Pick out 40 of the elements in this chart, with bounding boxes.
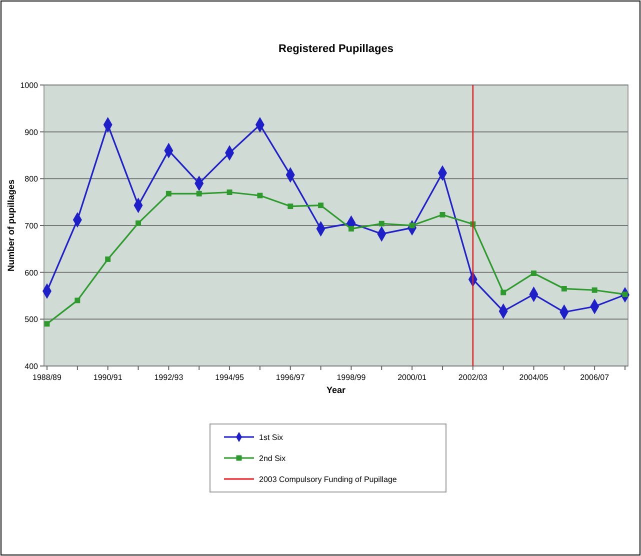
point bbox=[348, 226, 354, 232]
x-tick-label: 2000/01 bbox=[398, 373, 428, 382]
y-tick-label: 700 bbox=[24, 222, 39, 230]
point bbox=[257, 192, 263, 198]
point bbox=[105, 256, 111, 262]
y-tick-label: 600 bbox=[24, 268, 39, 278]
point bbox=[440, 212, 446, 218]
y-axis-title: Number of pupillages bbox=[6, 179, 16, 272]
y-tick-label: 900 bbox=[24, 128, 39, 137]
point bbox=[288, 204, 294, 210]
point bbox=[74, 298, 80, 304]
point bbox=[196, 190, 202, 196]
y-tick-label: 1000 bbox=[20, 81, 39, 90]
legend-label: 1st Six bbox=[259, 433, 284, 442]
point bbox=[561, 286, 567, 292]
x-axis-title: Year bbox=[326, 385, 346, 395]
x-tick-label: 2004/05 bbox=[519, 373, 549, 382]
x-tick-label: 1994/95 bbox=[215, 373, 245, 382]
x-tick-label: 2006/07 bbox=[580, 373, 610, 382]
x-tick-label: 1998/99 bbox=[336, 373, 366, 382]
point bbox=[136, 220, 141, 226]
x-tick-label: 1996/97 bbox=[276, 373, 306, 382]
legend-label: 2003 Compulsory Funding of Pupillage bbox=[259, 475, 398, 484]
x-tick-label: 1992/93 bbox=[154, 373, 184, 382]
point bbox=[318, 202, 324, 208]
y-tick-label: 800 bbox=[24, 174, 39, 184]
x-tick-label: 1990/91 bbox=[93, 373, 123, 382]
x-tick-label: 2002/03 bbox=[458, 373, 488, 382]
point bbox=[226, 190, 232, 195]
point bbox=[378, 220, 384, 226]
point bbox=[44, 321, 50, 327]
x-tick-label: 1988/89 bbox=[32, 373, 62, 382]
legend-label: 2nd Six bbox=[259, 454, 286, 463]
point bbox=[500, 290, 506, 296]
chart-title: Registered Pupillages bbox=[278, 43, 394, 55]
y-tick-label: 400 bbox=[24, 362, 39, 371]
point bbox=[592, 287, 598, 293]
y-tick-label: 500 bbox=[24, 315, 39, 324]
point bbox=[166, 190, 172, 196]
point bbox=[531, 270, 536, 276]
